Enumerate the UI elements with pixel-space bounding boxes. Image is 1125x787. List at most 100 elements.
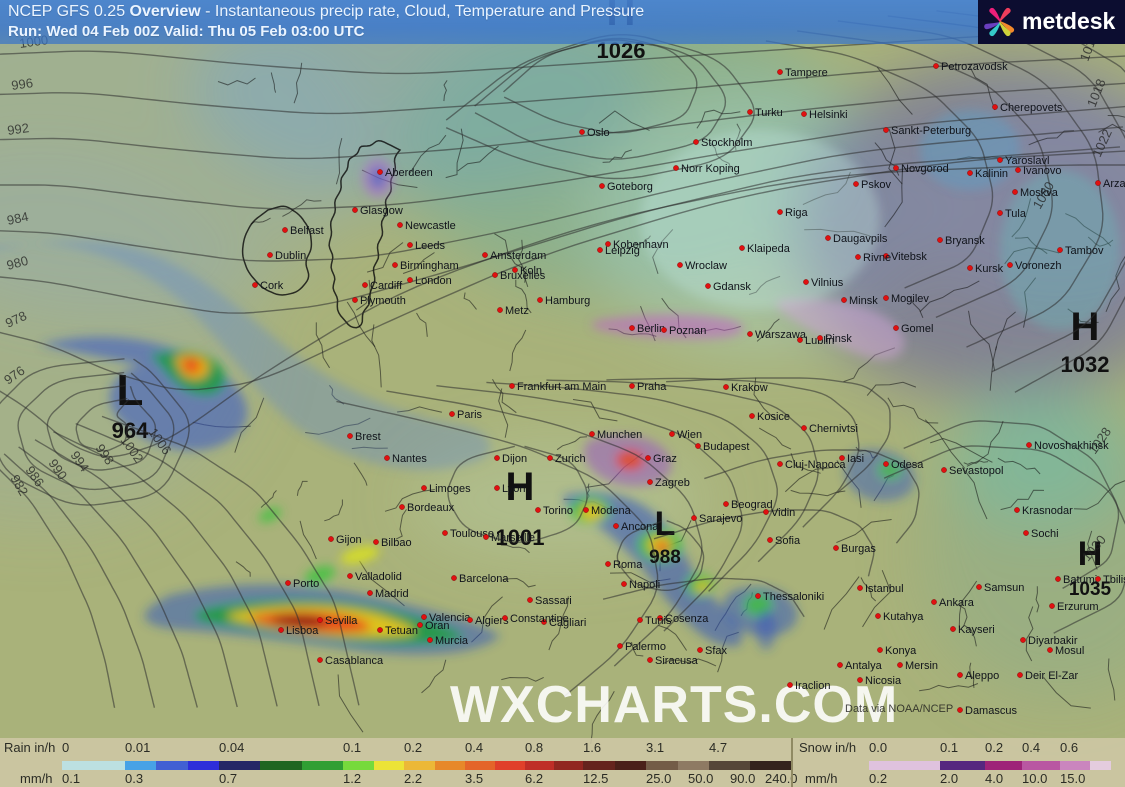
svg-text:Nantes: Nantes [392,453,427,465]
svg-text:Koln: Koln [520,265,542,277]
svg-text:Lyon: Lyon [502,483,525,495]
svg-text:Sevastopol: Sevastopol [949,465,1003,477]
svg-text:Batumi: Batumi [1063,574,1097,586]
svg-text:metdesk: metdesk [1022,8,1116,34]
svg-text:Tampere: Tampere [785,67,828,79]
svg-text:Barcelona: Barcelona [459,573,509,585]
svg-text:Limoges: Limoges [429,483,471,495]
svg-text:Iasi: Iasi [847,453,864,465]
svg-text:Dublin: Dublin [275,250,306,262]
svg-text:Amsterdam: Amsterdam [490,250,546,262]
svg-text:Vilnius: Vilnius [811,277,844,289]
svg-text:Brest: Brest [355,431,381,443]
svg-text:Frankfurt am Main: Frankfurt am Main [517,381,606,393]
svg-text:Stockholm: Stockholm [701,137,752,149]
svg-text:Bilbao: Bilbao [381,537,412,549]
svg-text:Palermo: Palermo [625,641,666,653]
svg-text:Novgorod: Novgorod [901,163,949,175]
svg-text:Ankara: Ankara [939,597,975,609]
svg-text:Sochi: Sochi [1031,528,1059,540]
svg-text:Murcia: Murcia [435,635,469,647]
svg-text:Kosice: Kosice [757,411,790,423]
svg-text:Wroclaw: Wroclaw [685,260,727,272]
svg-text:Chernivtsi: Chernivtsi [809,423,858,435]
svg-text:Kursk: Kursk [975,263,1004,275]
svg-text:Cosenza: Cosenza [665,613,709,625]
svg-text:Cardiff: Cardiff [370,280,403,292]
svg-text:Damascus: Damascus [965,705,1017,717]
svg-text:London: London [415,275,452,287]
svg-text:Konya: Konya [885,645,917,657]
svg-text:Metz: Metz [505,305,529,317]
svg-text:Oslo: Oslo [587,127,610,139]
svg-text:Voronezh: Voronezh [1015,260,1061,272]
svg-text:Iraclion: Iraclion [795,680,830,692]
svg-text:Aleppo: Aleppo [965,670,999,682]
svg-text:Istanbul: Istanbul [865,583,904,595]
svg-text:Mersin: Mersin [905,660,938,672]
svg-text:Helsinki: Helsinki [809,109,848,121]
svg-text:Leipzig: Leipzig [605,245,640,257]
svg-text:Gomel: Gomel [901,323,933,335]
svg-text:Klaipeda: Klaipeda [747,243,791,255]
svg-text:Sarajevo: Sarajevo [699,513,742,525]
svg-text:Daugavpils: Daugavpils [833,233,888,245]
svg-text:Tunis: Tunis [645,615,672,627]
svg-text:Zurich: Zurich [555,453,586,465]
svg-text:Rivne: Rivne [863,252,891,264]
svg-text:Torino: Torino [543,505,573,517]
svg-text:Vitebsk: Vitebsk [891,251,927,263]
svg-text:Diyarbakir: Diyarbakir [1028,635,1078,647]
svg-text:Wien: Wien [677,429,702,441]
svg-text:Vidin: Vidin [771,507,795,519]
svg-text:Norr Koping: Norr Koping [681,163,740,175]
svg-text:Erzurum: Erzurum [1057,601,1099,613]
svg-text:Birmingham: Birmingham [400,260,459,272]
svg-text:Tula: Tula [1005,208,1027,220]
svg-text:Sofia: Sofia [775,535,801,547]
svg-text:Roma: Roma [613,559,643,571]
svg-text:Budapest: Budapest [703,441,749,453]
svg-text:Goteborg: Goteborg [607,181,653,193]
svg-text:Moskva: Moskva [1020,187,1059,199]
svg-text:Minsk: Minsk [849,295,878,307]
svg-text:Cherepovets: Cherepovets [1000,102,1063,114]
svg-text:Modena: Modena [591,505,632,517]
svg-text:Glasgow: Glasgow [360,205,403,217]
svg-text:Belfast: Belfast [290,225,324,237]
svg-text:Praha: Praha [637,381,667,393]
svg-text:Cork: Cork [260,280,284,292]
svg-text:Gdansk: Gdansk [713,281,751,293]
svg-text:Valladolid: Valladolid [355,571,402,583]
svg-text:Graz: Graz [653,453,677,465]
svg-text:Constantine: Constantine [510,613,569,625]
svg-text:Porto: Porto [293,578,319,590]
svg-text:Nicosia: Nicosia [865,675,902,687]
svg-text:Madrid: Madrid [375,588,409,600]
svg-text:Tbilisi: Tbilisi [1103,574,1125,586]
svg-text:Kalinin: Kalinin [975,168,1008,180]
svg-text:Tetuan: Tetuan [385,625,418,637]
svg-text:Bordeaux: Bordeaux [407,502,455,514]
svg-text:Antalya: Antalya [845,660,883,672]
svg-text:Ancona: Ancona [621,521,659,533]
svg-text:Paris: Paris [457,409,483,421]
svg-text:Krasnodar: Krasnodar [1022,505,1073,517]
svg-text:Burgas: Burgas [841,543,876,555]
svg-text:Marseille: Marseille [491,532,535,544]
svg-text:Novoshakhinsk: Novoshakhinsk [1034,440,1109,452]
svg-text:Ivanovo: Ivanovo [1023,165,1062,177]
svg-text:Riga: Riga [785,207,809,219]
svg-text:Sfax: Sfax [705,645,728,657]
svg-text:Sassari: Sassari [535,595,572,607]
svg-text:Casablanca: Casablanca [325,655,384,667]
svg-text:Aberdeen: Aberdeen [385,167,433,179]
svg-text:Arzamas: Arzamas [1103,178,1125,190]
svg-text:Petrozavodsk: Petrozavodsk [941,61,1008,73]
svg-text:Zagreb: Zagreb [655,477,690,489]
svg-text:Cluj-Napoca: Cluj-Napoca [785,459,846,471]
svg-text:Sankt-Peterburg: Sankt-Peterburg [891,125,971,137]
svg-text:Krakow: Krakow [731,382,768,394]
svg-text:Dijon: Dijon [502,453,527,465]
svg-text:Thessaloniki: Thessaloniki [763,591,824,603]
